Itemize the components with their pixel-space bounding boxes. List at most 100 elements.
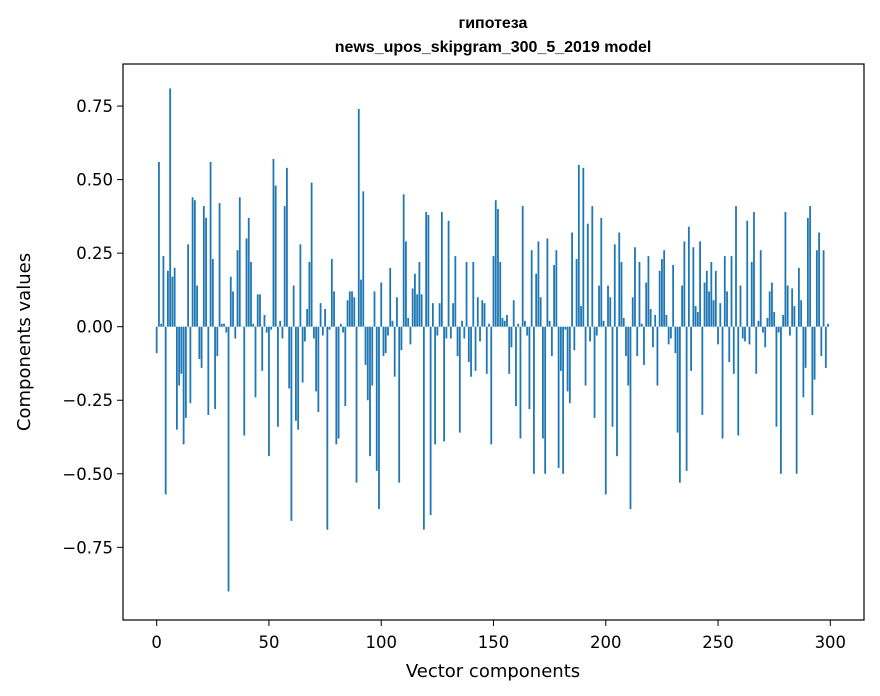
bar-102 [384, 326, 387, 354]
bar-8 [173, 267, 176, 327]
bar-159 [512, 300, 515, 327]
bar-208 [622, 317, 625, 327]
bar-170 [537, 241, 540, 327]
x-tick-label-4: 200 [590, 633, 622, 652]
bar-184 [568, 326, 571, 404]
bar-61 [292, 285, 295, 327]
bar-132 [452, 303, 454, 327]
bar-98 [375, 326, 378, 471]
y-tick-label-1: 0.50 [76, 171, 113, 190]
bar-17 [193, 200, 196, 327]
y-tick-label-0: 0.75 [76, 97, 113, 116]
bar-172 [542, 326, 544, 439]
bar-109 [400, 326, 403, 351]
bar-168 [533, 326, 535, 474]
bar-86 [348, 291, 351, 327]
bar-273 [768, 291, 771, 327]
y-axis-label: Components values [14, 253, 35, 431]
bar-62 [295, 326, 297, 421]
bar-185 [571, 232, 573, 327]
bar-28 [218, 203, 221, 327]
bar-42 [250, 261, 252, 327]
bar-268 [757, 320, 760, 327]
bar-279 [782, 314, 785, 327]
bar-13 [184, 326, 187, 418]
bar-41 [247, 217, 250, 327]
bar-190 [582, 167, 585, 327]
chart-title: гипотеза [459, 15, 528, 32]
bar-295 [818, 232, 820, 327]
bar-256 [730, 256, 733, 327]
bar-234 [681, 285, 684, 327]
bar-31 [225, 326, 228, 333]
bar-264 [748, 326, 751, 345]
bar-204 [613, 244, 616, 327]
bar-259 [737, 326, 740, 436]
bar-37 [238, 197, 241, 327]
bar-205 [616, 326, 618, 457]
bar-242 [699, 241, 701, 327]
bar-76 [326, 326, 329, 530]
bar-227 [665, 314, 668, 327]
bar-270 [762, 326, 764, 333]
bar-165 [526, 326, 529, 336]
bar-51 [270, 326, 273, 330]
bar-238 [690, 326, 692, 371]
bar-142 [474, 326, 477, 371]
bar-215 [638, 261, 641, 327]
bar-91 [360, 279, 362, 327]
bar-112 [407, 317, 410, 327]
bar-217 [643, 326, 645, 365]
bar-203 [611, 326, 614, 427]
bar-126 [438, 303, 441, 327]
bar-58 [286, 167, 288, 327]
bar-55 [279, 320, 282, 327]
bar-200 [604, 326, 607, 495]
bar-82 [339, 323, 342, 327]
bar-129 [445, 326, 448, 339]
bar-6 [169, 88, 172, 327]
bar-266 [753, 211, 755, 327]
bar-289 [804, 326, 807, 368]
bar-75 [324, 309, 326, 327]
bar-66 [303, 326, 306, 342]
bar-80 [335, 326, 338, 445]
bar-231 [674, 326, 677, 354]
x-tick-label-6: 300 [815, 633, 847, 652]
bar-284 [793, 306, 796, 327]
bar-255 [728, 326, 731, 362]
bar-64 [299, 244, 302, 327]
bar-0 [155, 326, 158, 354]
bar-103 [387, 326, 389, 336]
bar-222 [654, 314, 657, 327]
bar-65 [301, 326, 304, 383]
chart-subtitle: news_upos_skipgram_300_5_2019 model [335, 39, 652, 56]
bar-49 [265, 326, 268, 333]
bar-32 [227, 326, 230, 592]
bar-35 [234, 326, 237, 339]
bar-211 [629, 326, 632, 510]
bar-140 [470, 326, 472, 377]
bar-50 [268, 326, 270, 457]
bar-150 [492, 256, 495, 327]
bar-118 [420, 294, 423, 327]
bar-239 [692, 247, 695, 327]
x-tick-label-2: 100 [365, 633, 397, 652]
bar-226 [663, 250, 666, 327]
bar-68 [308, 261, 311, 327]
bar-260 [739, 285, 742, 327]
bar-25 [211, 259, 214, 327]
bar-258 [735, 206, 737, 327]
bar-209 [625, 326, 627, 357]
bar-12 [182, 326, 185, 445]
bar-192 [586, 223, 589, 327]
bar-88 [353, 297, 356, 327]
bar-48 [263, 314, 266, 327]
bar-201 [607, 285, 609, 327]
bar-113 [409, 326, 412, 345]
bar-290 [806, 217, 809, 327]
bar-44 [254, 326, 257, 398]
bar-219 [647, 256, 650, 327]
bar-45 [256, 294, 259, 327]
bar-177 [553, 264, 556, 327]
